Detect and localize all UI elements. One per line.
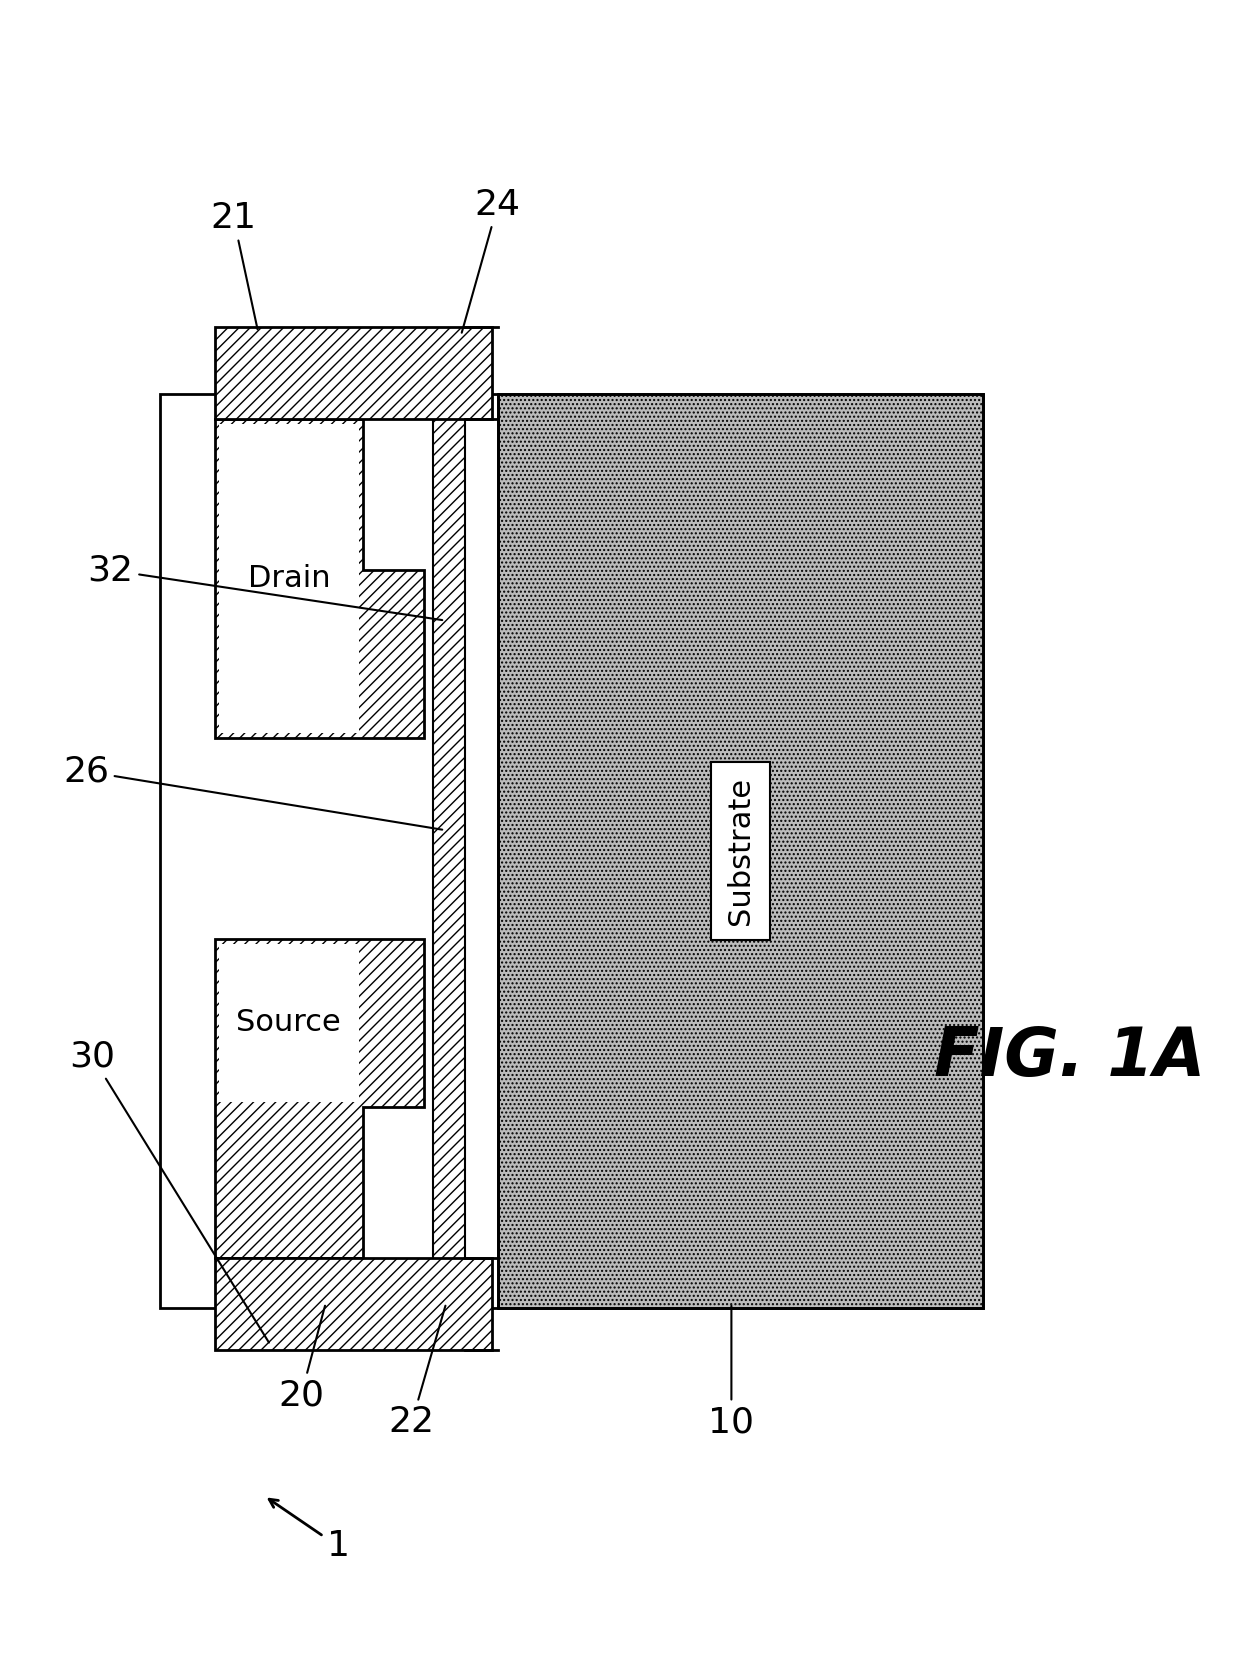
Bar [215,1258,492,1350]
Text: Source: Source [237,1008,341,1038]
Text: 21: 21 [211,201,258,329]
Bar [433,394,465,1308]
Text: 20: 20 [278,1306,325,1412]
Text: 30: 30 [69,1040,269,1343]
Text: FIG. 1A: FIG. 1A [934,1023,1205,1090]
Bar [497,394,983,1308]
Bar [160,394,497,1308]
Text: Drain: Drain [248,563,330,594]
Text: 1: 1 [269,1499,350,1563]
Bar [218,424,358,733]
Polygon shape [215,419,424,738]
Text: 24: 24 [461,188,521,332]
Text: 32: 32 [88,553,443,620]
Polygon shape [215,939,424,1258]
Text: 22: 22 [389,1306,445,1439]
Bar [218,944,358,1102]
Bar [215,327,492,419]
Text: 26: 26 [63,755,443,830]
Bar [466,1258,497,1350]
Text: Substrate: Substrate [727,776,755,926]
Text: 10: 10 [708,1306,754,1439]
Bar [466,327,497,419]
Bar [497,394,983,1308]
